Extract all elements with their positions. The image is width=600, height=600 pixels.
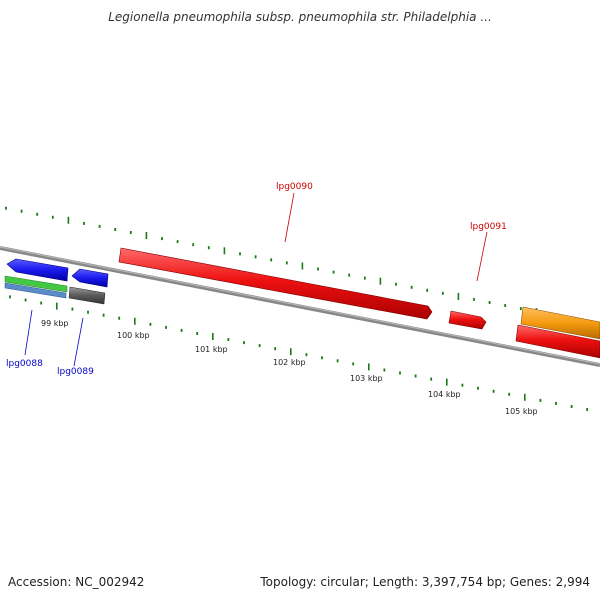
leader-line-lpg0089 <box>73 317 84 367</box>
tick-label-101: 101 kbp <box>195 345 228 354</box>
label-lpg0091[interactable]: lpg0091 <box>470 222 507 232</box>
leader-line-lpg0091 <box>476 231 488 282</box>
label-lpg0090[interactable]: lpg0090 <box>276 182 313 192</box>
rna-feature-steel[interactable] <box>4 282 67 299</box>
gene-lpg0090[interactable] <box>118 247 433 320</box>
genome-summary: Topology: circular; Length: 3,397,754 bp… <box>260 575 590 589</box>
tick-label-103: 103 kbp <box>350 374 383 383</box>
tick-label-104: 104 kbp <box>428 390 461 399</box>
leader-line-lpg0090 <box>284 192 295 243</box>
features <box>4 247 600 359</box>
gene-labels: lpg0090 lpg0091 lpg0088 lpg0089 <box>6 182 507 377</box>
tick-label-99: 99 kbp <box>41 319 69 328</box>
lower-tick-track <box>9 295 589 411</box>
ruler-labels: 99 kbp 100 kbp 101 kbp 102 kbp 103 kbp 1… <box>41 319 538 416</box>
gene-lpg0088[interactable] <box>6 258 69 282</box>
orange-feature[interactable] <box>520 306 600 340</box>
gene-right-red[interactable] <box>515 324 600 359</box>
gene-lpg0091[interactable] <box>448 310 487 330</box>
tick-label-102: 102 kbp <box>273 358 306 367</box>
tick-label-105: 105 kbp <box>505 407 538 416</box>
grey-feature[interactable] <box>68 286 106 305</box>
gene-lpg0089[interactable] <box>71 268 109 288</box>
leader-line-lpg0088 <box>24 309 33 356</box>
label-lpg0088[interactable]: lpg0088 <box>6 359 43 369</box>
backbone <box>0 246 600 367</box>
accession-label: Accession: NC_002942 <box>8 575 145 589</box>
label-lpg0089[interactable]: lpg0089 <box>57 367 94 377</box>
map-title: Legionella pneumophila subsp. pneumophil… <box>108 10 492 24</box>
rna-feature-green[interactable] <box>4 275 68 293</box>
tick-label-100: 100 kbp <box>117 331 150 340</box>
